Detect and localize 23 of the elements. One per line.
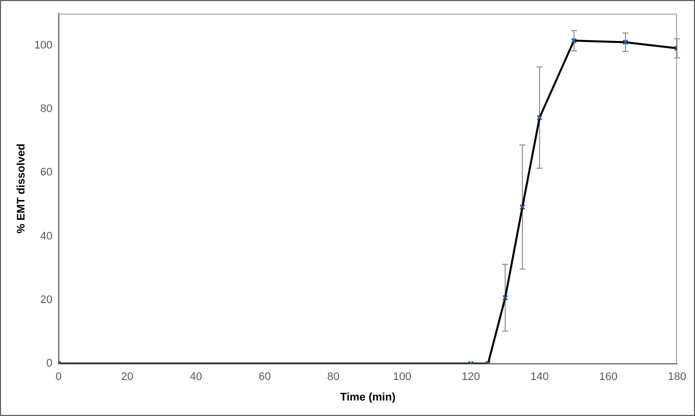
point	[622, 39, 628, 46]
x-tick-label: 0	[55, 371, 62, 384]
x-tick-label: 120	[462, 371, 480, 384]
x-tick-label: 180	[668, 371, 686, 384]
x-tick-label: 20	[121, 371, 134, 384]
y-tick-label: 100	[34, 39, 53, 52]
y-tick-label: 80	[40, 103, 53, 116]
y-tick-label: 20	[40, 294, 53, 306]
y-tick-label: 40	[40, 230, 53, 242]
point	[519, 204, 526, 210]
x-tick-label: 100	[392, 371, 412, 384]
x-tick-label: 40	[190, 371, 202, 384]
y-tick-label: 0	[46, 358, 53, 370]
x-axis-title: Time (min)	[340, 391, 396, 404]
x-tick-label: 80	[327, 371, 340, 384]
point	[571, 38, 577, 44]
x-tick-label: 140	[530, 371, 549, 384]
x-tick-label: 60	[258, 371, 271, 384]
y-axis-title: % EMT dissolved	[16, 144, 28, 234]
x-tick-label: 160	[599, 371, 618, 384]
point	[502, 294, 508, 301]
point	[536, 114, 542, 121]
y-tick-label: 60	[40, 166, 53, 179]
